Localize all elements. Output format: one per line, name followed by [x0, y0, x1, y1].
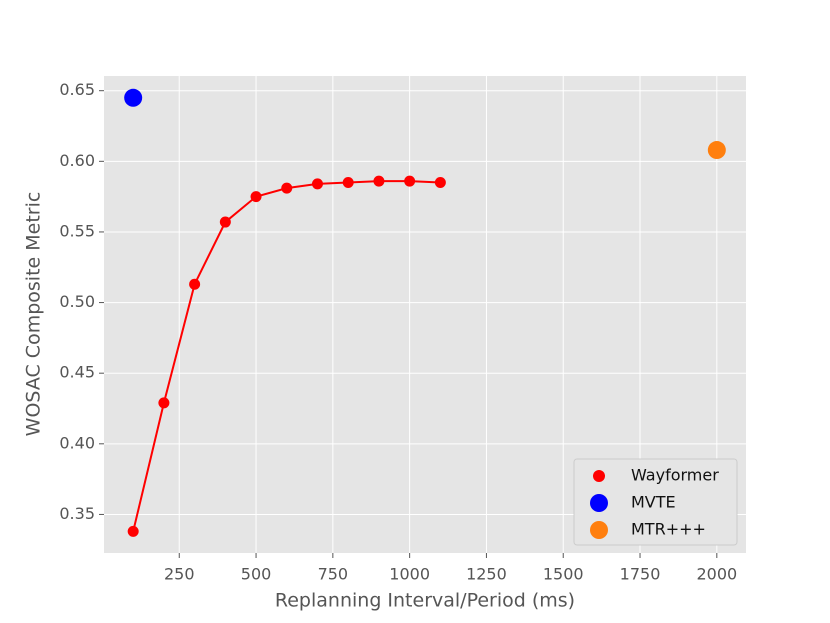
y-axis-label: WOSAC Composite Metric	[23, 192, 45, 437]
data-point	[250, 191, 262, 203]
x-tick-label: 500	[241, 565, 272, 584]
legend-marker	[590, 494, 608, 512]
data-point	[189, 278, 201, 290]
y-tick-label: 0.40	[59, 433, 95, 452]
y-tick-label: 0.60	[59, 151, 95, 170]
data-point	[158, 397, 170, 409]
data-point	[342, 177, 354, 189]
data-point	[311, 178, 323, 190]
data-point	[373, 175, 385, 187]
x-tick-label: 1500	[543, 565, 584, 584]
x-axis-label: Replanning Interval/Period (ms)	[275, 590, 575, 612]
data-point	[219, 216, 231, 228]
legend-box	[573, 458, 738, 546]
x-tick-label: 1750	[620, 565, 661, 584]
legend-marker	[590, 521, 608, 539]
y-tick-label: 0.35	[59, 504, 95, 523]
y-tick-label: 0.65	[59, 80, 95, 99]
y-tick-label: 0.45	[59, 363, 95, 382]
data-point	[707, 141, 726, 160]
x-tick-label: 2000	[696, 565, 737, 584]
x-tick-label: 1250	[466, 565, 507, 584]
legend-label: MVTE	[631, 493, 676, 512]
data-point	[404, 175, 416, 187]
legend-label: MTR+++	[631, 520, 706, 539]
legend-marker	[593, 470, 605, 482]
data-point	[127, 525, 139, 537]
y-tick-label: 0.50	[59, 292, 95, 311]
x-tick-label: 250	[164, 565, 195, 584]
x-tick-label: 750	[318, 565, 349, 584]
data-point	[281, 182, 293, 194]
x-tick-label: 1000	[389, 565, 430, 584]
data-point	[124, 88, 143, 107]
data-point	[434, 177, 446, 189]
legend-label: Wayformer	[631, 466, 719, 485]
y-tick-label: 0.55	[59, 221, 95, 240]
